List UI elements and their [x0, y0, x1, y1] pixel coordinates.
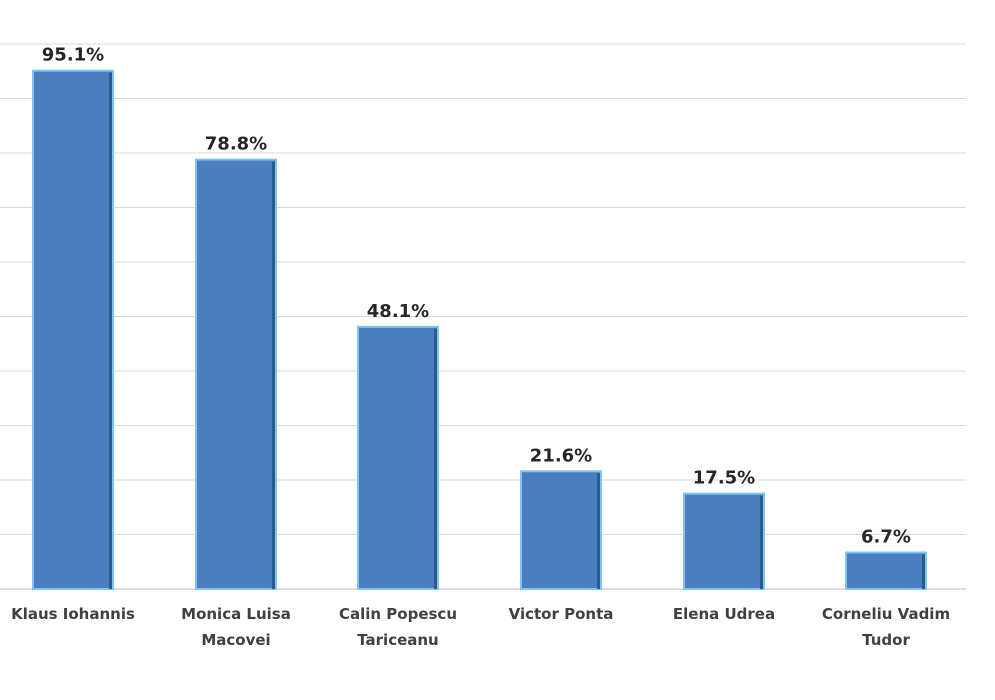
data-label: 17.5%	[693, 468, 755, 489]
data-label: 21.6%	[530, 445, 592, 466]
data-label: 78.8%	[205, 134, 267, 155]
bar	[845, 551, 927, 590]
bar	[520, 470, 602, 590]
data-label: 6.7%	[861, 526, 911, 547]
category-label: Calin Popescu	[339, 605, 457, 623]
category-label: Victor Ponta	[509, 605, 614, 623]
bar	[683, 492, 765, 590]
bar-shadow	[434, 328, 437, 589]
bars	[32, 69, 927, 590]
category-label: Macovei	[201, 631, 270, 649]
bar-shadow	[109, 72, 112, 589]
value-labels: 95.1% 78.8% 48.1% 21.6% 17.5% 6.7%	[42, 45, 911, 548]
category-label: Tariceanu	[357, 631, 439, 649]
category-labels: Klaus Iohannis Monica Luisa Macovei Calin P…	[11, 605, 950, 649]
bar-shadow	[272, 161, 275, 590]
data-label: 48.1%	[367, 301, 429, 322]
category-label: Monica Luisa	[181, 605, 291, 623]
category-label: Tudor	[862, 631, 910, 649]
category-label: Elena Udrea	[673, 605, 775, 623]
category-label: Klaus Iohannis	[11, 605, 135, 623]
bar-shadow	[922, 554, 925, 589]
bar	[32, 69, 114, 590]
bar-shadow	[760, 495, 763, 589]
bar	[357, 325, 439, 590]
category-label: Corneliu Vadim	[822, 605, 950, 623]
gridlines	[0, 43, 966, 590]
data-label: 95.1%	[42, 45, 104, 66]
bar-shadow	[597, 473, 600, 589]
bar	[195, 158, 277, 590]
